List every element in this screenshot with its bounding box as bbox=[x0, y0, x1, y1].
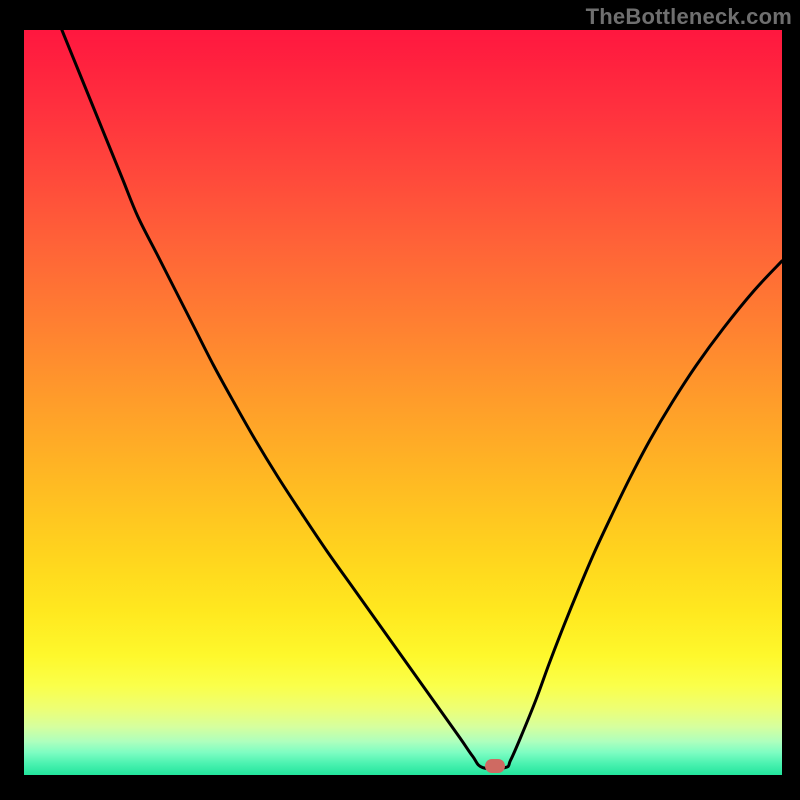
chart-container: { "watermark": { "text": "TheBottleneck.… bbox=[0, 0, 800, 800]
curve-path bbox=[62, 30, 782, 769]
plot-area bbox=[24, 30, 782, 775]
bottleneck-marker bbox=[485, 759, 505, 773]
v-curve bbox=[24, 30, 782, 775]
watermark-text: TheBottleneck.com bbox=[586, 4, 792, 30]
